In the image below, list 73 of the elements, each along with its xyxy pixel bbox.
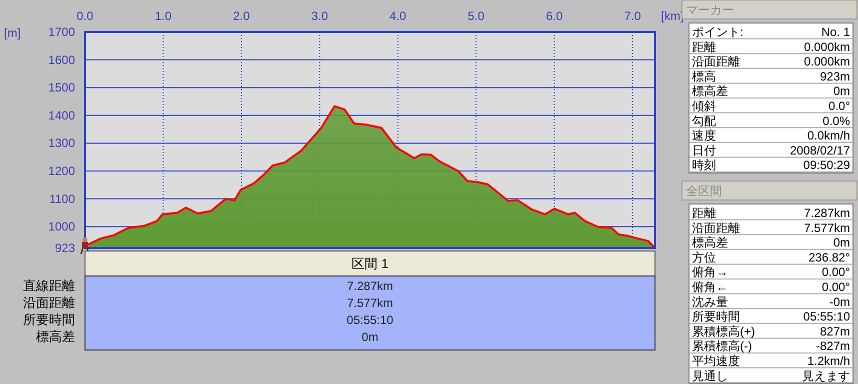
- y-tick-label: 1600: [48, 52, 76, 67]
- text: 見通し: [692, 368, 728, 383]
- text: 直線距離: [23, 278, 75, 293]
- text: 区間 1: [352, 256, 388, 271]
- y-tick-label: 1500: [48, 80, 76, 95]
- text: 累積標高(+): [692, 324, 756, 338]
- x-tick-label: 6.0: [546, 9, 563, 23]
- text: 標高差: [692, 236, 728, 250]
- y-tick-label: 1400: [48, 108, 76, 122]
- text: 7.287km: [804, 206, 850, 220]
- text: 827m: [820, 324, 850, 338]
- text: 方位: [692, 250, 716, 264]
- text: 所要時間: [692, 310, 740, 324]
- x-tick-label: 3.0: [311, 9, 328, 23]
- text: 0.000km: [804, 54, 850, 69]
- x-tick-label: 1.0: [154, 9, 172, 23]
- text: 標高差: [36, 329, 75, 344]
- text: 沿面距離: [692, 54, 740, 69]
- x-tick-label: 5.0: [468, 9, 485, 23]
- text: 俯角→: [692, 265, 728, 280]
- y-tick-label: 1700: [48, 25, 76, 39]
- text: 標高: [692, 69, 716, 84]
- text: 0m: [362, 330, 378, 344]
- y-tick-label: 923: [54, 241, 76, 255]
- text: 傾斜: [692, 99, 716, 113]
- text: 所要時間: [23, 312, 75, 327]
- text: -0m: [829, 294, 850, 309]
- text: 0.0%: [822, 114, 850, 128]
- x-tick-label: 2.0: [233, 9, 250, 23]
- y-tick-label: 1000: [48, 220, 76, 234]
- text: 05:55:10: [803, 310, 850, 324]
- text: 距離: [692, 206, 716, 220]
- y-axis-title: [m]: [4, 26, 21, 40]
- text: 俯角←: [692, 280, 728, 294]
- text: 0m: [833, 84, 850, 98]
- text: 沿面距離: [692, 220, 740, 235]
- text: マーカー: [686, 3, 734, 17]
- text: 0.000km: [804, 40, 850, 54]
- text: -827m: [816, 339, 850, 354]
- text: 沈み量: [692, 294, 728, 309]
- text: 0m: [833, 236, 850, 250]
- text: ポイント:: [692, 25, 744, 39]
- text: 標高差: [692, 84, 728, 98]
- text: 0.0°: [828, 99, 850, 113]
- text: 923m: [820, 69, 850, 84]
- text: No. 1: [821, 25, 850, 39]
- x-tick-label: 7.0: [624, 9, 642, 23]
- text: 7.577km: [804, 220, 850, 235]
- text: 平均速度: [692, 354, 740, 368]
- text: 7.287km: [346, 279, 394, 293]
- text: 累積標高(-): [692, 339, 752, 354]
- text: 0.00°: [822, 280, 850, 294]
- text: 時刻: [692, 158, 716, 172]
- text: 05:55:10: [346, 313, 394, 327]
- text: 236.82°: [808, 250, 850, 264]
- text: 1.2km/h: [807, 354, 850, 368]
- y-tick-label: 1100: [49, 192, 76, 206]
- text: 09:50:29: [803, 158, 850, 172]
- text: 全区間: [686, 184, 722, 198]
- text: 距離: [692, 40, 716, 54]
- text: 0.00°: [822, 265, 850, 280]
- text: 沿面距離: [23, 295, 75, 310]
- text: 速度: [692, 128, 716, 143]
- text: 日付: [692, 143, 716, 158]
- y-tick-label: 1300: [48, 136, 76, 150]
- x-tick-label: 0.0: [76, 9, 94, 23]
- y-tick-label: 1200: [48, 164, 76, 178]
- text: 2008/02/17: [790, 143, 850, 158]
- text: 見えます: [802, 368, 850, 383]
- text: 7.577km: [346, 296, 394, 310]
- text: 0.0km/h: [807, 128, 850, 143]
- x-tick-label: 4.0: [390, 9, 407, 23]
- text: 勾配: [692, 114, 716, 128]
